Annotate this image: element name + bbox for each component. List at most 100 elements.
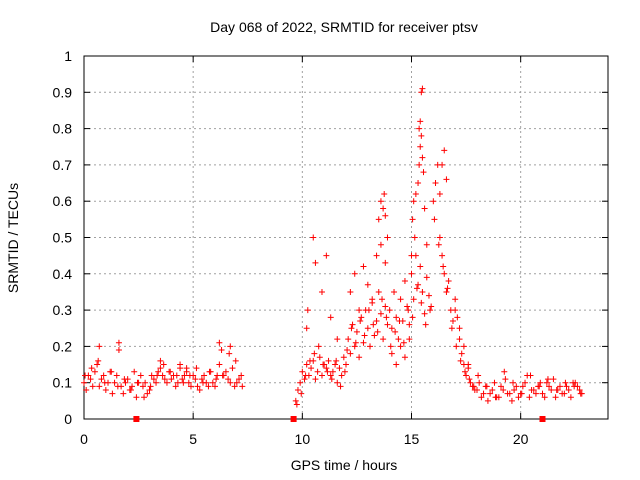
data-point [387,343,394,350]
data-point [415,281,422,288]
data-point [343,361,349,368]
data-point [142,379,149,386]
data-point [478,394,485,401]
data-point [552,394,559,401]
data-point [227,343,234,350]
data-point [133,394,140,401]
data-point [492,394,499,401]
data-point [131,368,138,375]
data-point [294,386,301,393]
data-point [185,379,192,386]
data-point [314,368,321,375]
data-point [369,296,376,303]
data-point [327,314,334,321]
data-point [454,314,461,321]
data-point [382,303,389,310]
data-point [491,379,498,386]
data-point [374,328,381,335]
data-point [536,383,543,390]
data-point [412,190,419,197]
data-point [212,383,218,390]
data-point [460,343,467,350]
x-tick-label: 0 [80,431,88,447]
data-point [567,394,574,401]
y-tick-label: 0.4 [53,266,73,282]
data-point [413,285,420,292]
data-point [323,365,330,372]
data-point [157,357,164,364]
data-point [375,288,382,295]
data-point [336,365,343,372]
data-point [432,180,439,187]
data-point [577,390,584,397]
data-point [443,176,450,183]
data-point [388,325,395,332]
data-point [236,376,243,383]
data-point [306,357,313,364]
data-point [328,376,335,383]
data-point [431,216,438,223]
y-axis-label: SRMTID / TECUs [5,183,21,293]
data-point [474,386,480,393]
data-point [550,376,557,383]
data-point [410,296,417,303]
data-point [199,379,206,386]
chart-title: Day 068 of 2022, SRMTID for receiver pts… [210,19,478,35]
data-point [311,350,318,357]
data-point [475,372,482,379]
y-tick-label: 1 [64,48,72,64]
data-point [179,376,186,383]
data-point [356,354,363,361]
data-point [129,383,136,390]
data-point [439,252,446,259]
data-point [347,350,354,357]
data-point [172,383,179,390]
data-point [358,314,365,321]
data-point [312,376,319,383]
data-point [405,307,412,314]
data-point [318,372,325,379]
data-point [334,336,341,343]
data-point [320,361,327,368]
data-point [409,314,416,321]
data-point [303,325,310,332]
data-point [222,368,229,375]
data-point [417,143,424,150]
data-point [480,390,487,397]
data-point [94,361,101,368]
y-tick-label: 0.7 [53,157,73,173]
data-point [415,180,422,187]
data-point [465,361,472,368]
data-point [298,390,305,397]
data-point [483,383,490,390]
data-point [113,372,120,379]
data-point [144,390,151,397]
data-point [419,288,426,295]
data-point [498,383,505,390]
data-point [388,350,395,357]
data-point [401,278,408,285]
data-point [216,339,223,346]
data-point [379,296,386,303]
data-point [518,390,525,397]
data-point [356,307,363,314]
data-point [365,307,372,314]
data-point [351,270,358,277]
data-point [381,190,388,197]
data-point [353,328,360,335]
data-point [436,234,443,241]
data-point [383,314,390,321]
data-point [89,383,96,390]
data-point [351,343,358,350]
data-point [95,357,102,364]
data-point [347,288,354,295]
data-point [511,386,518,393]
gap-marker [539,416,546,422]
data-point [435,241,442,248]
data-point [544,376,551,383]
data-point [329,368,336,375]
data-point [441,270,448,277]
data-point [292,397,299,404]
data-point [500,386,507,393]
data-point [114,383,121,390]
